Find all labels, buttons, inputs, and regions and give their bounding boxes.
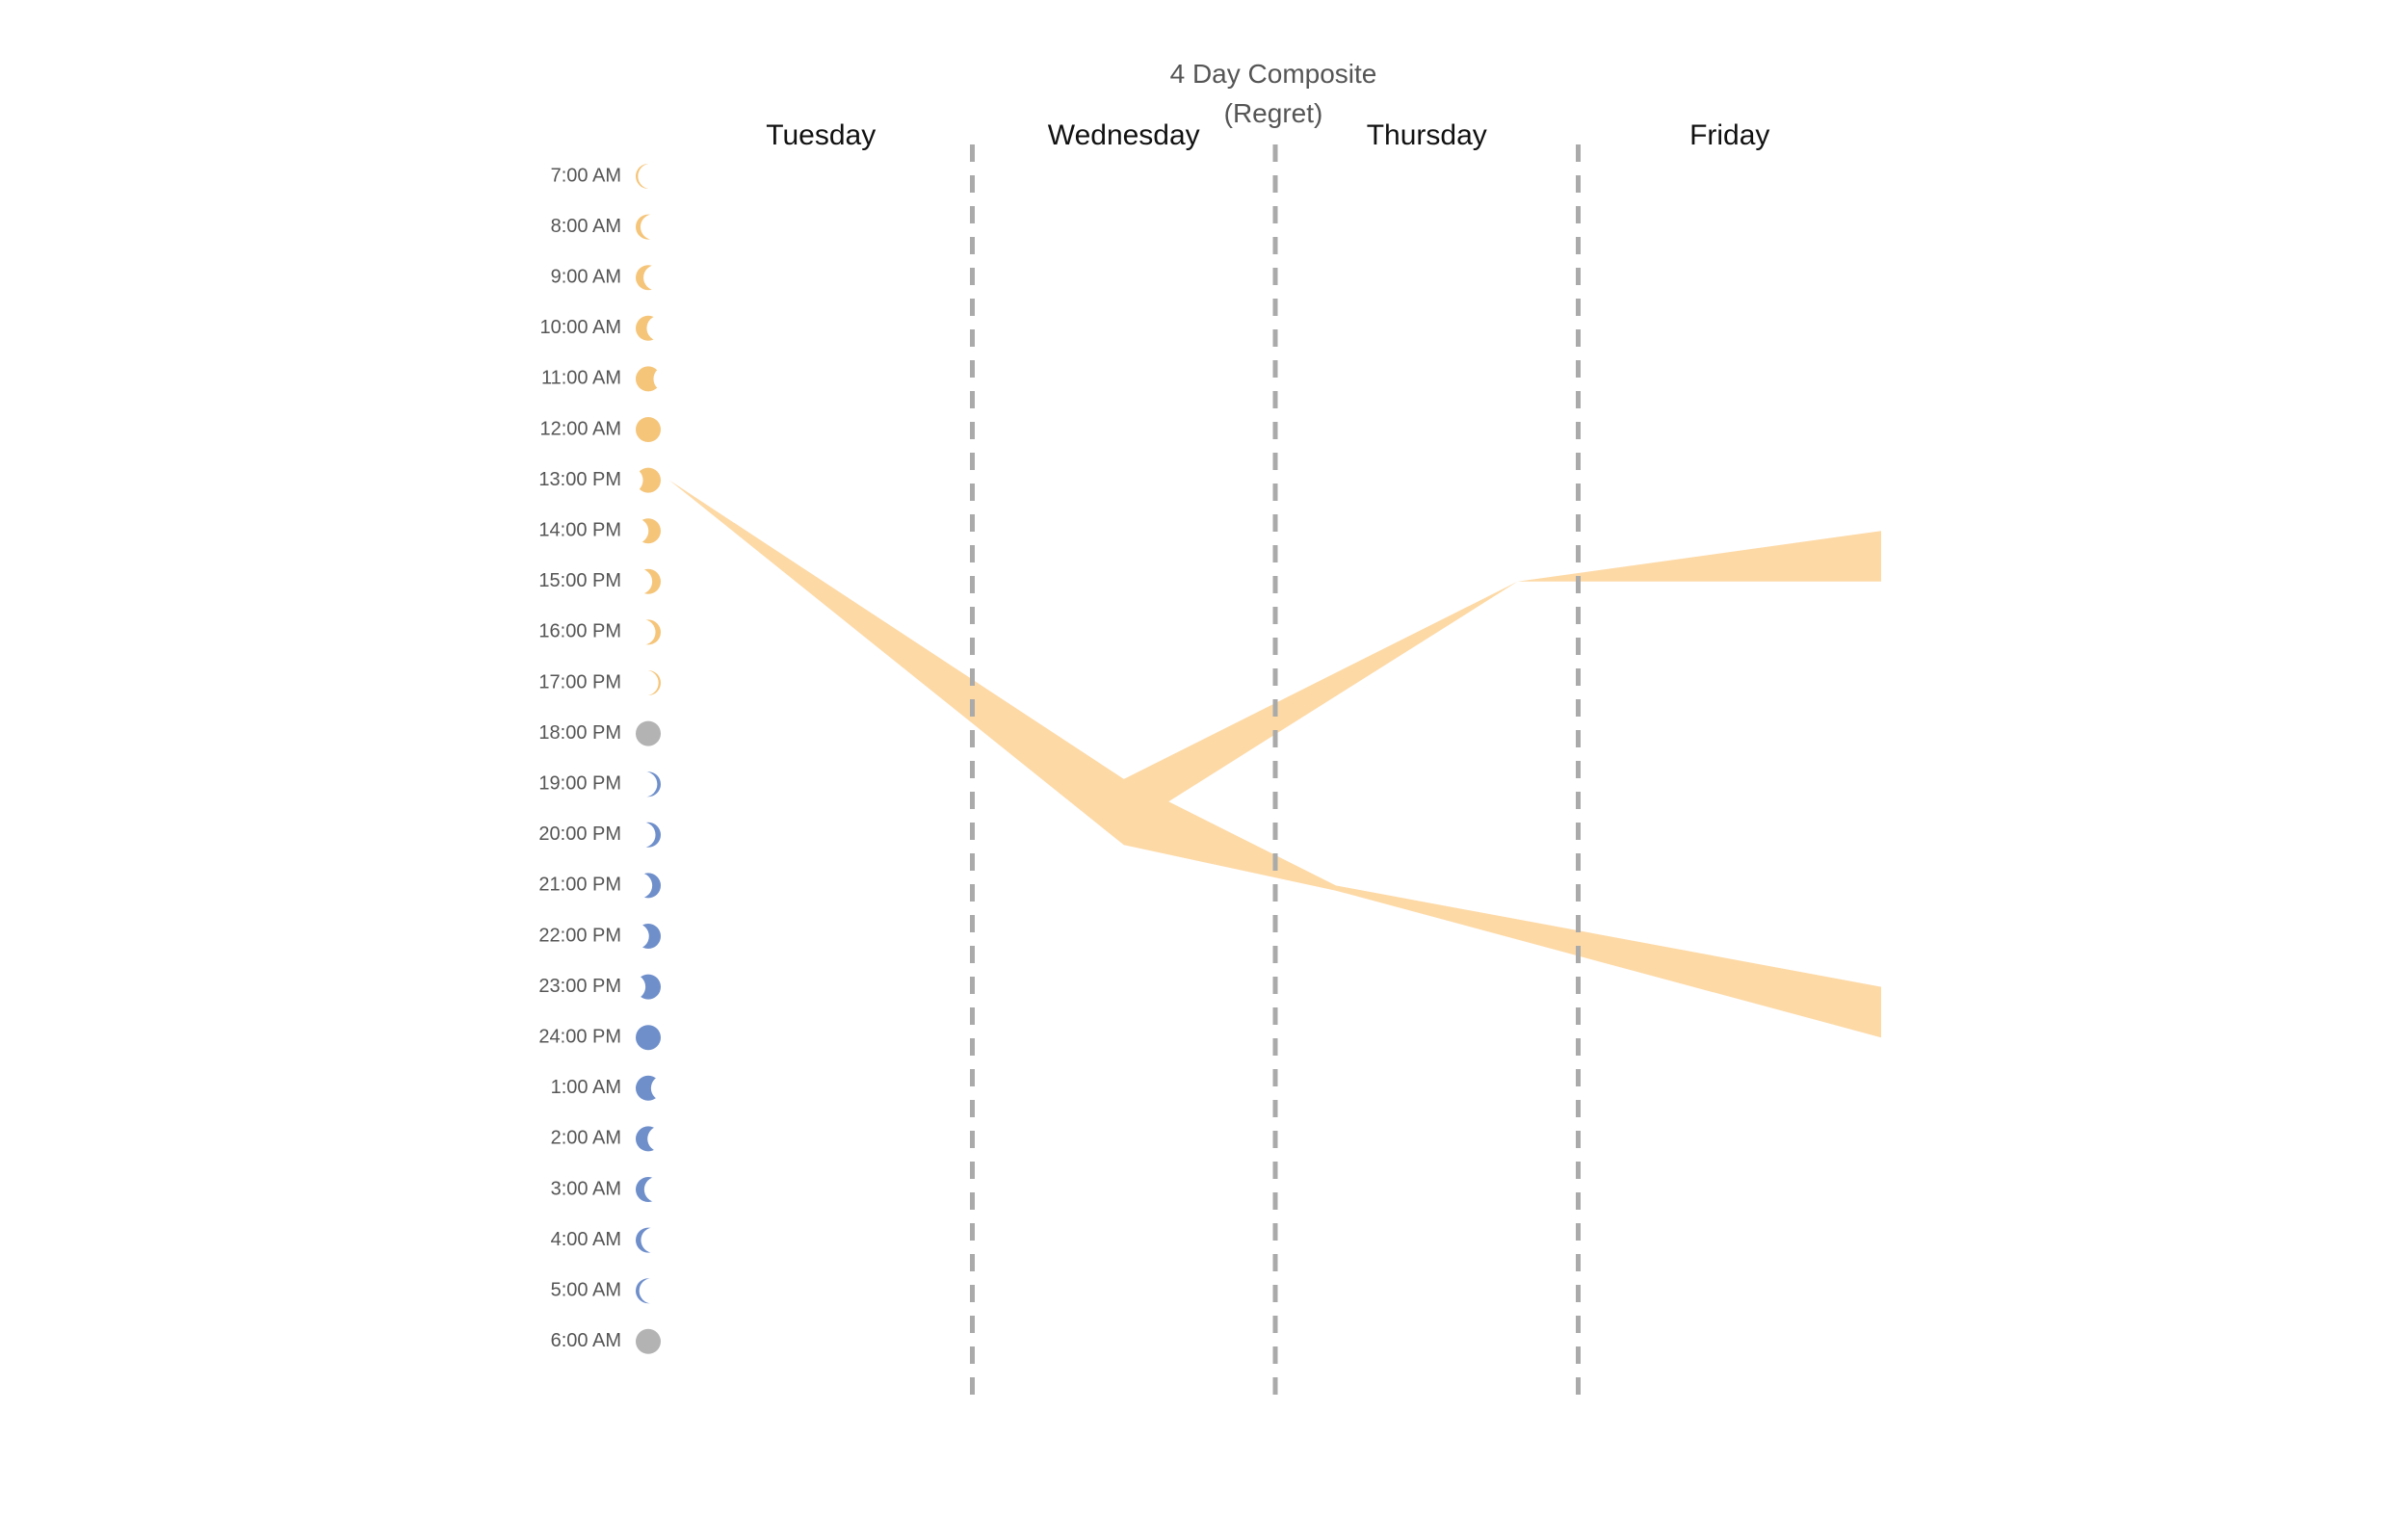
- hour-label: 16:00 PM: [538, 621, 621, 642]
- waxing-gibbous-moon-icon: [636, 974, 661, 1000]
- regret-band-1: [669, 480, 1881, 1038]
- waning-gibbous-sun-icon: [636, 467, 661, 493]
- hour-axis: 7:00 AM 8:00 AM 9:00 AM 10:00 AM 11:00 AM 12:…: [538, 164, 661, 1354]
- regret-band-2: [1123, 531, 1881, 830]
- hour-label: 21:00 PM: [538, 875, 621, 896]
- waxing-crescent-sun-icon: [636, 315, 661, 341]
- regret-bands: [669, 480, 1881, 1038]
- waning-crescent-moon-icon: [636, 1126, 661, 1152]
- day-dividers: [970, 144, 1581, 1398]
- waning-crescent-sun-icon: [636, 518, 661, 544]
- hour-label: 17:00 PM: [538, 671, 621, 693]
- hour-label: 11:00 AM: [541, 368, 621, 389]
- hour-label: 15:00 PM: [538, 570, 621, 591]
- waning-gibbous-moon-icon: [636, 1075, 661, 1101]
- hour-label: 18:00 PM: [538, 722, 621, 744]
- waning-crescent-moon-icon: [636, 1227, 661, 1253]
- day-labels: Tuesday Wednesday Thursday Friday: [766, 119, 1769, 151]
- hour-label: 14:00 PM: [538, 519, 621, 540]
- waning-crescent-sun-icon: [636, 568, 661, 594]
- hour-label: 22:00 PM: [538, 925, 621, 946]
- hour-label: 9:00 AM: [551, 266, 621, 287]
- hour-label: 19:00 PM: [538, 772, 621, 794]
- hour-label: 3:00 AM: [551, 1178, 621, 1199]
- waxing-crescent-sun-icon: [636, 265, 661, 291]
- hour-label: 1:00 AM: [551, 1077, 621, 1098]
- hour-label: 5:00 AM: [551, 1279, 621, 1300]
- waxing-crescent-sun-icon: [636, 214, 661, 240]
- hour-label: 8:00 AM: [551, 216, 621, 237]
- chart-subtitle: (Regret): [1224, 98, 1323, 128]
- hour-label: 20:00 PM: [538, 823, 621, 845]
- waxing-crescent-sun-icon: [636, 164, 661, 189]
- hour-label: 13:00 PM: [538, 469, 621, 490]
- hour-label: 6:00 AM: [551, 1330, 621, 1351]
- waning-crescent-moon-icon: [636, 1177, 661, 1202]
- hour-label: 24:00 PM: [538, 1026, 621, 1047]
- waxing-crescent-moon-icon: [636, 771, 661, 797]
- full-sun-icon: [636, 417, 661, 442]
- day-label-friday: Friday: [1689, 119, 1769, 151]
- day-label-tuesday: Tuesday: [766, 119, 876, 151]
- hour-label: 4:00 AM: [551, 1229, 621, 1250]
- waxing-crescent-moon-icon: [636, 822, 661, 848]
- day-label-wednesday: Wednesday: [1048, 119, 1200, 151]
- waxing-crescent-moon-icon: [636, 873, 661, 899]
- day-label-thursday: Thursday: [1367, 119, 1487, 151]
- waxing-crescent-moon-icon: [636, 924, 661, 949]
- hour-label: 12:00 AM: [539, 418, 621, 439]
- chart-title: 4 Day Composite: [1170, 59, 1377, 89]
- hour-label: 2:00 AM: [551, 1128, 621, 1149]
- transition-dot-icon: [636, 720, 661, 746]
- waning-crescent-moon-icon: [636, 1278, 661, 1304]
- hour-label: 10:00 AM: [539, 317, 621, 338]
- hour-label: 23:00 PM: [538, 976, 621, 997]
- transition-dot-icon: [636, 1328, 661, 1354]
- waning-crescent-sun-icon: [636, 670, 661, 695]
- hour-label: 7:00 AM: [551, 165, 621, 186]
- waxing-gibbous-sun-icon: [636, 366, 661, 392]
- full-moon-icon: [636, 1025, 661, 1051]
- waning-crescent-sun-icon: [636, 619, 661, 645]
